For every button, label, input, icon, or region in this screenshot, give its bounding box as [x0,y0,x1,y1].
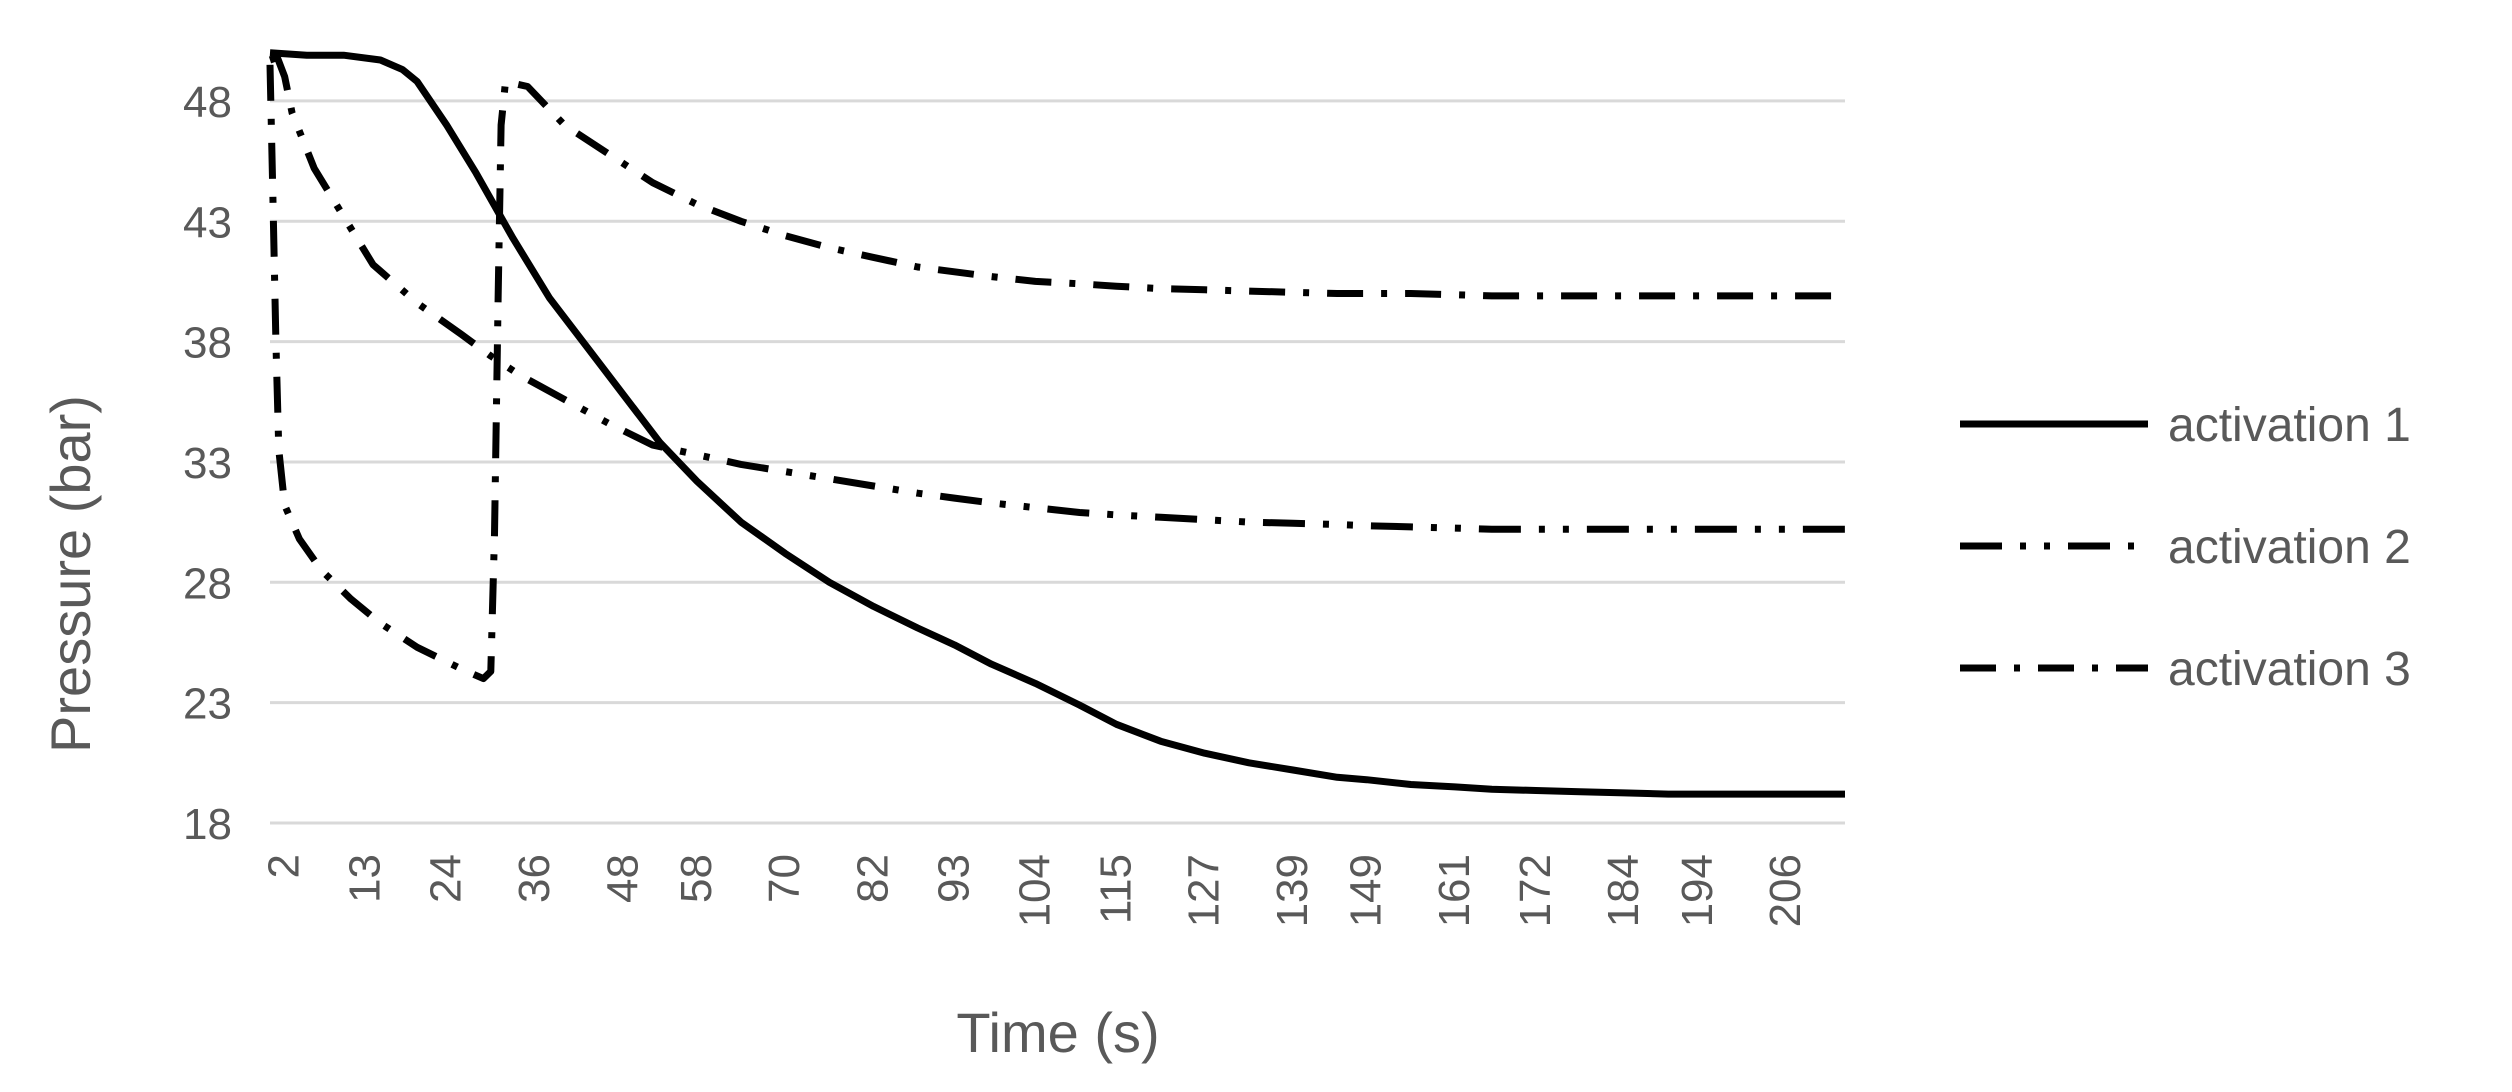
x-tick-label: 36 [510,854,559,903]
legend-label-activation-3: activation 3 [2168,643,2411,696]
x-tick-label: 13 [341,854,390,903]
x-tick-label: 93 [930,854,979,903]
x-axis-title: Time (s) [956,1001,1159,1064]
series-line-activation-1 [269,49,1845,798]
y-axis-title: Pressure (bar) [39,395,102,753]
y-tick-label: 48 [183,78,232,127]
x-tick-label: 149 [1342,854,1391,927]
legend-label-activation-1: activation 1 [2168,399,2411,452]
gridlines [270,99,1845,825]
legend: activation 1 activation 2 activation 3 [1960,399,2411,696]
x-tick-label: 172 [1511,854,1560,927]
x-tick-label: 24 [422,854,471,903]
x-axis-tick-labels: 2 13 24 36 48 58 70 82 93 104 115 127 139 149 161 172 18… [260,854,1810,927]
x-tick-label: 115 [1091,854,1140,924]
x-tick-label: 206 [1761,854,1810,927]
y-axis-tick-labels: 18 23 28 33 38 43 48 [183,78,232,849]
x-tick-label: 48 [598,854,647,903]
series-lines [266,49,1845,798]
y-tick-label: 43 [183,198,232,247]
y-tick-label: 28 [183,559,232,608]
series-line-activation-2 [268,54,1845,533]
legend-label-activation-2: activation 2 [2168,521,2411,574]
y-tick-label: 33 [183,439,232,488]
x-tick-label: 194 [1673,854,1722,927]
x-tick-label: 70 [760,854,809,903]
x-tick-label: 161 [1430,854,1479,927]
x-tick-label: 82 [849,854,898,903]
x-tick-label: 2 [260,854,309,878]
x-tick-label: 139 [1268,854,1317,927]
x-tick-label: 104 [1010,854,1059,927]
x-tick-label: 184 [1599,854,1648,927]
x-tick-label: 58 [672,854,721,903]
y-tick-label: 18 [183,800,232,849]
y-tick-label: 23 [183,680,232,729]
y-tick-label: 38 [183,319,232,368]
series-line-activation-3 [266,64,1845,683]
x-tick-label: 127 [1180,854,1229,927]
